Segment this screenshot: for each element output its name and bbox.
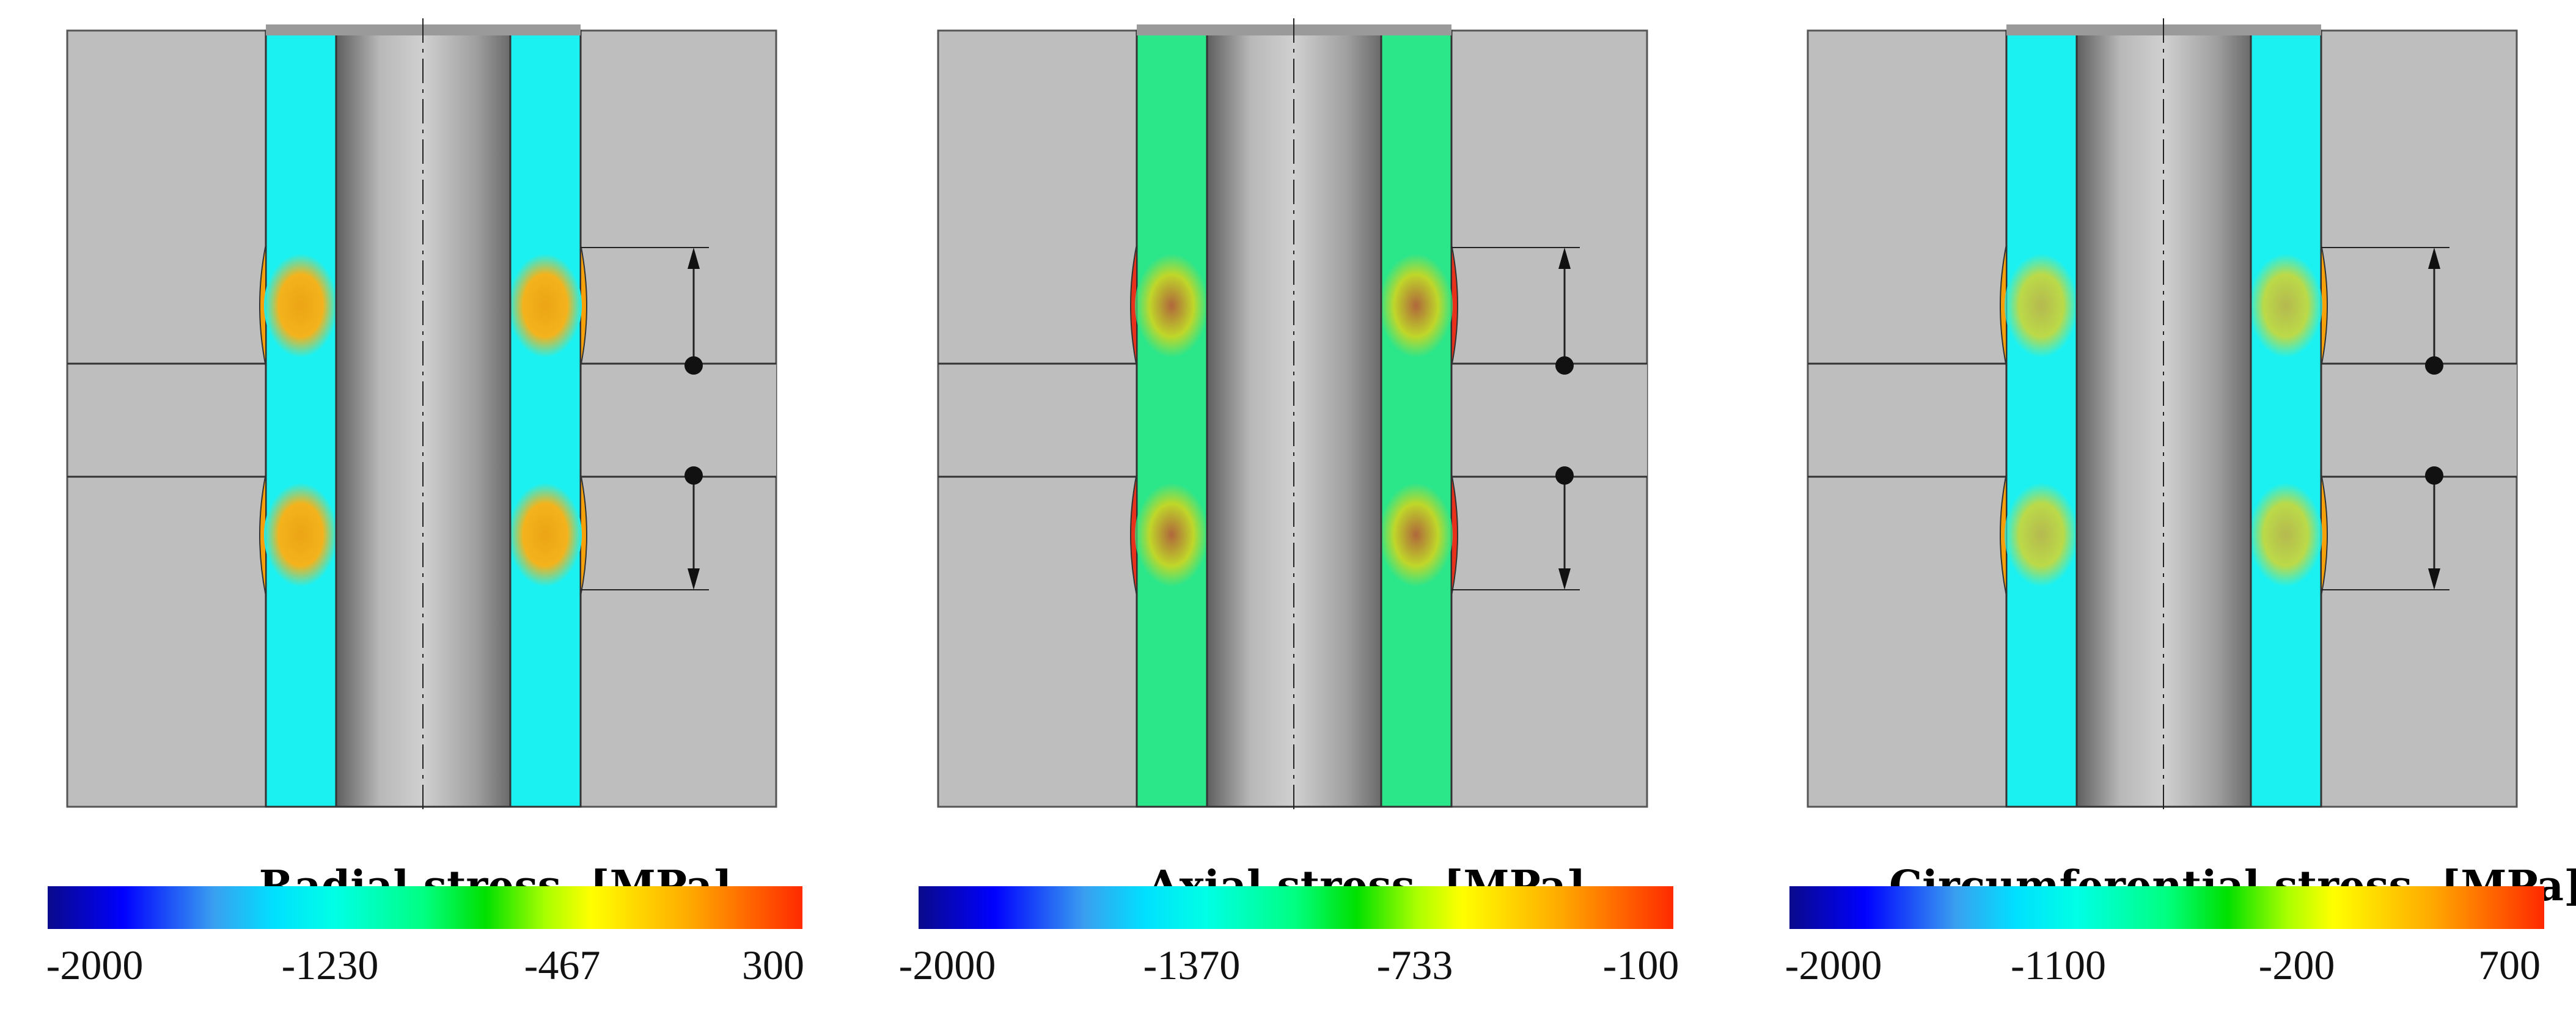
bulge-zone <box>2321 244 2328 367</box>
stress-hotspot <box>1379 254 1453 358</box>
colorbar <box>919 886 1673 929</box>
bulge-zone <box>259 244 266 367</box>
reference-point <box>2425 356 2443 375</box>
stress-hotspot <box>264 483 337 587</box>
colorbar-tick-label: -2000 <box>1785 942 1882 988</box>
bulge-zone <box>2321 473 2328 597</box>
colorbar-tick-label: -733 <box>1376 942 1453 988</box>
circumferential-stress-contour-plot <box>1807 18 2518 813</box>
stress-hotspot <box>2249 483 2322 587</box>
bulge-zone <box>1130 473 1137 597</box>
panel-title: Radial stress [MPa] <box>24 813 880 911</box>
arrow-head <box>2428 248 2440 269</box>
colorbar-tick-label: 700 <box>2478 942 2541 988</box>
panel-title: Axial stress [MPa] <box>895 813 1751 911</box>
axial-stress-contour-plot <box>937 18 1648 813</box>
bulge-zone <box>259 473 266 597</box>
stress-hotspot <box>1135 483 1208 587</box>
stress-hotspot <box>2249 254 2322 358</box>
stress-hotspot <box>2005 254 2078 358</box>
arrow-head <box>1558 568 1571 590</box>
arrow-head <box>1558 248 1571 269</box>
panel-title: Circumferential stress [MPa] <box>1765 813 2576 911</box>
tube-wall-right <box>509 29 582 808</box>
colorbar-tick-label: -1230 <box>281 942 379 988</box>
colorbar-tick-label: -2000 <box>898 942 996 988</box>
arrow-head <box>688 248 700 269</box>
panel-axial-stress: Axial stress [MPa] -2000 -1370 -733 -100 <box>895 0 1751 1017</box>
colorbar-tick-label: -2000 <box>46 942 144 988</box>
bulge-zone <box>1130 244 1137 367</box>
bulge-zone <box>2000 244 2007 367</box>
reference-point <box>2425 466 2443 485</box>
radial-stress-contour-plot <box>66 18 777 813</box>
bulge-zone <box>1451 244 1458 367</box>
colorbar <box>1789 886 2544 929</box>
stress-hotspot <box>1135 254 1208 358</box>
panel-circumferential-stress: Circumferential stress [MPa] -2000 -1100… <box>1765 0 2576 1017</box>
tube-wall-left <box>2005 29 2078 808</box>
tube-wall-left <box>1136 29 1208 808</box>
tube-wall-right <box>2250 29 2322 808</box>
arrow-head <box>688 568 700 590</box>
stress-hotspot <box>264 254 337 358</box>
reference-point <box>684 466 703 485</box>
colorbar-tick-label: -100 <box>1602 942 1679 988</box>
reference-point <box>1555 356 1574 375</box>
bulge-zone <box>580 473 587 597</box>
colorbar-tick-label: -1100 <box>2010 942 2107 988</box>
colorbar-tick-label: -200 <box>2258 942 2335 988</box>
tube-wall-right <box>1380 29 1453 808</box>
bulge-zone <box>1451 473 1458 597</box>
bulge-zone <box>580 244 587 367</box>
colorbar-tick-label: -467 <box>524 942 601 988</box>
stress-hotspot <box>1379 483 1453 587</box>
colorbar-tick-label: -1370 <box>1143 942 1241 988</box>
colorbar-tick-label: 300 <box>742 942 804 988</box>
colorbar <box>48 886 802 929</box>
stress-hotspot <box>508 254 582 358</box>
tube-wall-left <box>265 29 337 808</box>
stress-hotspot <box>508 483 582 587</box>
reference-point <box>1555 466 1574 485</box>
bulge-zone <box>2000 473 2007 597</box>
stress-hotspot <box>2005 483 2078 587</box>
panel-radial-stress: Radial stress [MPa] -2000 -1230 -467 300 <box>24 0 880 1017</box>
reference-point <box>684 356 703 375</box>
arrow-head <box>2428 568 2440 590</box>
